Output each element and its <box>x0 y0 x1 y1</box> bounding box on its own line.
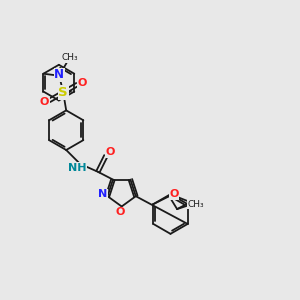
Text: NH: NH <box>68 163 86 173</box>
Text: CH₃: CH₃ <box>62 53 79 62</box>
Text: O: O <box>169 189 179 199</box>
Text: O: O <box>115 207 124 218</box>
Text: S: S <box>58 86 68 99</box>
Text: O: O <box>77 78 87 88</box>
Text: N: N <box>98 189 107 199</box>
Text: O: O <box>105 147 115 157</box>
Text: O: O <box>40 98 49 107</box>
Text: N: N <box>54 68 64 81</box>
Text: CH₃: CH₃ <box>188 200 204 208</box>
